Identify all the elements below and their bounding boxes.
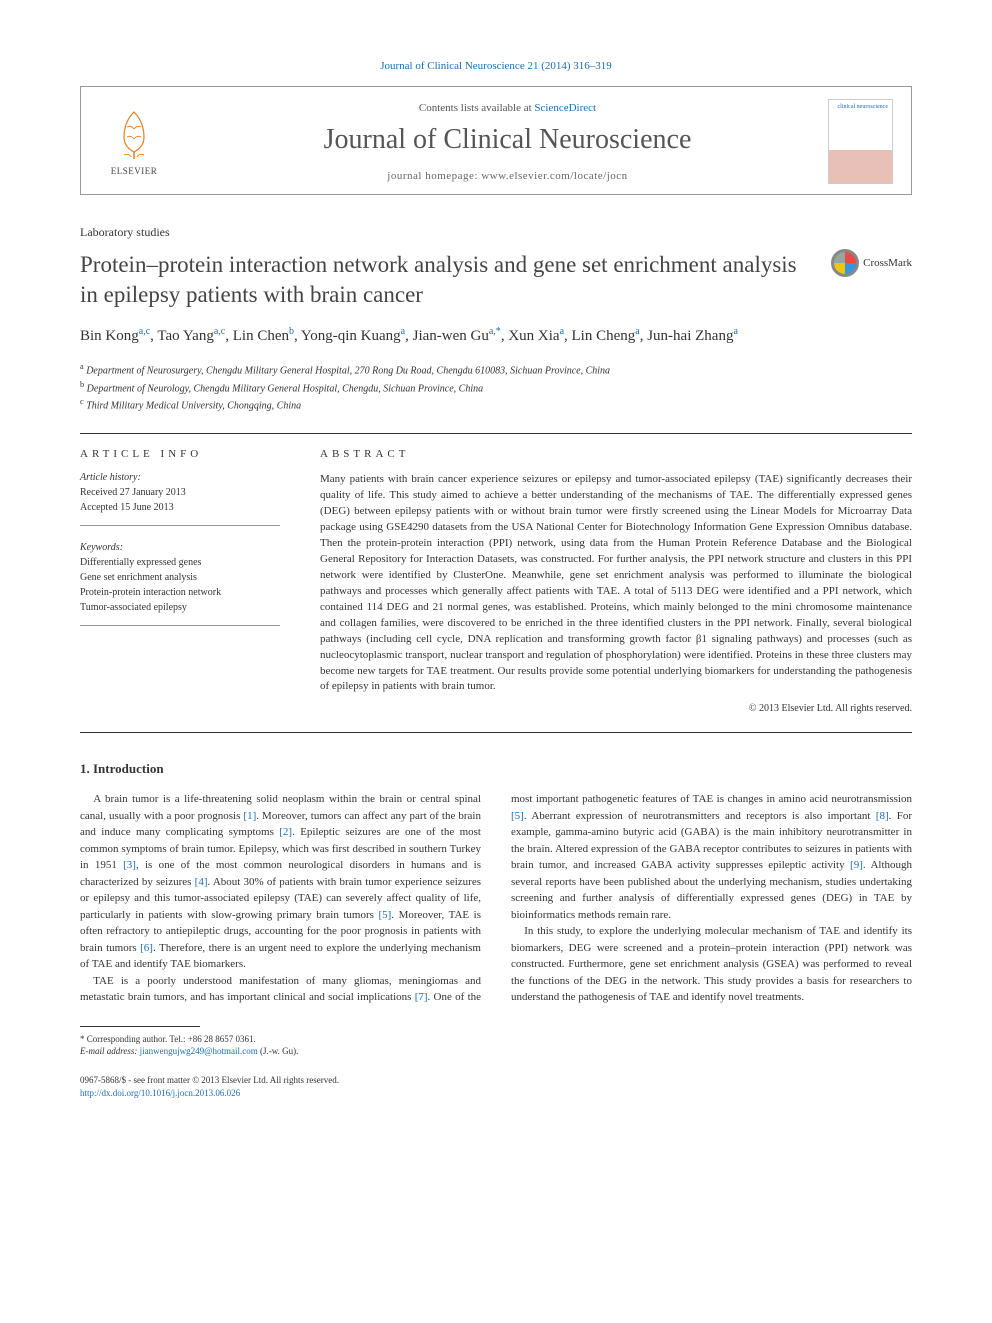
citation-link[interactable]: [9] <box>850 859 863 871</box>
keywords-label: Keywords: <box>80 542 280 553</box>
divider <box>80 433 912 434</box>
doi-link[interactable]: http://dx.doi.org/10.1016/j.jocn.2013.06… <box>80 1088 240 1098</box>
abstract-column: ABSTRACT Many patients with brain cancer… <box>320 448 912 714</box>
citation-link[interactable]: [4] <box>195 876 208 888</box>
keyword: Tumor-associated epilepsy <box>80 600 280 615</box>
citation-link[interactable]: [2] <box>279 826 292 838</box>
accepted-date: Accepted 15 June 2013 <box>80 500 280 515</box>
history-label: Article history: <box>80 472 280 483</box>
publisher-label: ELSEVIER <box>111 166 158 176</box>
body-paragraph: A brain tumor is a life-threatening soli… <box>80 791 481 973</box>
contents-available: Contents lists available at ScienceDirec… <box>187 102 828 114</box>
crossmark-badge[interactable]: CrossMark <box>831 249 912 277</box>
corresponding-author: * Corresponding author. Tel.: +86 28 865… <box>80 1033 912 1046</box>
article-type: Laboratory studies <box>80 225 912 240</box>
abstract-heading: ABSTRACT <box>320 448 912 460</box>
issn-line: 0967-5868/$ - see front matter © 2013 El… <box>80 1074 912 1087</box>
elsevier-tree-icon <box>109 107 159 162</box>
divider <box>80 732 912 733</box>
journal-cover-thumbnail: clinical neuroscience <box>828 99 893 184</box>
email-link[interactable]: jianwengujwg249@hotmail.com <box>140 1046 258 1056</box>
affiliations: a Department of Neurosurgery, Chengdu Mi… <box>80 361 912 413</box>
journal-reference: Journal of Clinical Neuroscience 21 (201… <box>80 60 912 72</box>
keyword: Gene set enrichment analysis <box>80 570 280 585</box>
contents-prefix: Contents lists available at <box>419 102 534 114</box>
footnote-separator <box>80 1026 200 1027</box>
sciencedirect-link[interactable]: ScienceDirect <box>534 102 596 114</box>
citation-link[interactable]: [1] <box>243 810 256 822</box>
citation-link[interactable]: [5] <box>511 810 524 822</box>
journal-header: ELSEVIER Contents lists available at Sci… <box>80 86 912 195</box>
abstract-copyright: © 2013 Elsevier Ltd. All rights reserved… <box>320 703 912 714</box>
journal-title: Journal of Clinical Neuroscience <box>187 124 828 156</box>
elsevier-logo: ELSEVIER <box>99 102 169 182</box>
body-text: A brain tumor is a life-threatening soli… <box>80 791 912 1006</box>
email-label: E-mail address: <box>80 1046 137 1056</box>
intro-heading: 1. Introduction <box>80 761 912 777</box>
article-info-sidebar: ARTICLE INFO Article history: Received 2… <box>80 448 280 714</box>
abstract-text: Many patients with brain cancer experien… <box>320 472 912 695</box>
citation-link[interactable]: [3] <box>123 859 136 871</box>
affiliation-line: c Third Military Medical University, Cho… <box>80 396 912 413</box>
citation-link[interactable]: [7] <box>415 991 428 1003</box>
journal-homepage: journal homepage: www.elsevier.com/locat… <box>187 170 828 182</box>
email-who: (J.-w. Gu). <box>260 1046 298 1056</box>
citation-link[interactable]: [6] <box>140 942 153 954</box>
article-title: Protein–protein interaction network anal… <box>80 250 912 310</box>
citation-link[interactable]: [8] <box>876 810 889 822</box>
crossmark-label: CrossMark <box>863 257 912 269</box>
keyword: Differentially expressed genes <box>80 555 280 570</box>
affiliation-line: b Department of Neurology, Chengdu Milit… <box>80 379 912 396</box>
affiliation-line: a Department of Neurosurgery, Chengdu Mi… <box>80 361 912 378</box>
corresponding-email: E-mail address: jianwengujwg249@hotmail.… <box>80 1045 912 1058</box>
keyword: Protein-protein interaction network <box>80 585 280 600</box>
received-date: Received 27 January 2013 <box>80 485 280 500</box>
article-footer: 0967-5868/$ - see front matter © 2013 El… <box>80 1074 912 1099</box>
cover-label: clinical neuroscience <box>838 104 888 110</box>
crossmark-icon <box>831 249 859 277</box>
article-info-heading: ARTICLE INFO <box>80 448 280 460</box>
author-list: Bin Konga,c, Tao Yanga,c, Lin Chenb, Yon… <box>80 324 912 348</box>
body-paragraph: In this study, to explore the underlying… <box>511 923 912 1006</box>
citation-link[interactable]: [5] <box>378 909 391 921</box>
